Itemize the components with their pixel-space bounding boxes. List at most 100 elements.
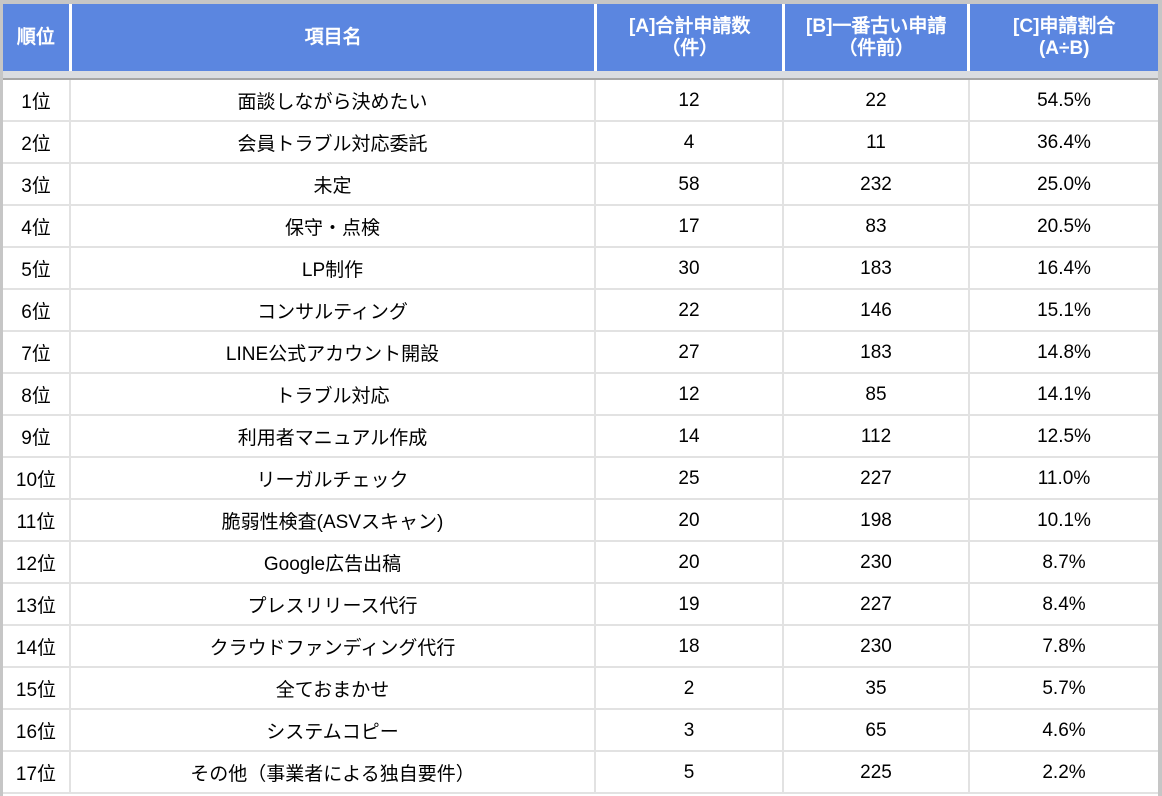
cell-request-ratio[interactable]: 12.5% [1037,425,1091,447]
cell-oldest-request[interactable]: 146 [784,290,970,330]
cell-request-ratio[interactable]: 7.8% [1042,635,1086,657]
cell-total-requests[interactable]: 58 [596,164,784,204]
cell-oldest-request[interactable]: 183 [784,248,970,288]
cell-total-requests[interactable]: 17 [596,206,784,246]
cell-request-ratio[interactable]: 2.2% [1042,761,1086,783]
cell-item-name[interactable]: 利用者マニュアル作成 [71,416,596,456]
cell-oldest-request[interactable]: 85 [784,374,970,414]
cell-item-name[interactable]: トラブル対応 [71,374,596,414]
cell-rank[interactable]: 14位 [3,626,71,666]
cell-item-name[interactable]: LINE公式アカウント開設 [71,332,596,372]
cell-request-ratio[interactable]: 8.7% [1042,551,1086,573]
cell-item-name[interactable]: 全ておまかせ [71,668,596,708]
header-cell-oldest-request[interactable]: [B]一番古い申請 （件前） [784,4,968,71]
cell-oldest-request[interactable]: 230 [784,542,970,582]
cell-total-requests[interactable]: 5 [596,752,784,792]
table-row: 4位 保守・点検 17 83 20.5% [3,206,1158,248]
cell-request-ratio[interactable]: 14.1% [1037,383,1091,405]
cell-oldest-request[interactable]: 35 [784,668,970,708]
cell-oldest-request[interactable]: 232 [784,164,970,204]
cell-item-name[interactable]: LP制作 [71,248,596,288]
table-body: 1位 面談しながら決めたい 12 22 54.5% 2位 会員トラブル対応委託 … [3,80,1158,794]
cell-request-ratio[interactable]: 25.0% [1037,173,1091,195]
cell-rank[interactable]: 7位 [3,332,71,372]
cell-rank[interactable]: 15位 [3,668,71,708]
cell-request-ratio[interactable]: 54.5% [1037,89,1091,111]
cell-total-requests[interactable]: 18 [596,626,784,666]
cell-item-name[interactable]: プレスリリース代行 [71,584,596,624]
header-cell-total-requests[interactable]: [A]合計申請数 （件） [597,4,782,71]
cell-oldest-request[interactable]: 227 [784,458,970,498]
table-row: 13位 プレスリリース代行 19 227 8.4% [3,584,1158,626]
cell-oldest-request[interactable]: 230 [784,626,970,666]
cell-rank[interactable]: 2位 [3,122,71,162]
cell-oldest-request[interactable]: 11 [784,122,970,162]
cell-total-requests[interactable]: 12 [596,80,784,120]
cell-total-requests[interactable]: 19 [596,584,784,624]
cell-rank[interactable]: 16位 [3,710,71,750]
header-cell-request-ratio[interactable]: [C]申請割合 (A÷B) [970,4,1158,71]
cell-rank[interactable]: 5位 [3,248,71,288]
cell-item-name[interactable]: コンサルティング [71,290,596,330]
table-row: 17位 その他（事業者による独自要件） 5 225 2.2% [3,752,1158,794]
cell-item-name[interactable]: 面談しながら決めたい [71,80,596,120]
header-cell-item-name[interactable]: 項目名 [71,4,595,71]
cell-total-requests[interactable]: 12 [596,374,784,414]
cell-rank[interactable]: 10位 [3,458,71,498]
cell-rank[interactable]: 6位 [3,290,71,330]
cell-total-requests[interactable]: 3 [596,710,784,750]
cell-item-name[interactable]: クラウドファンディング代行 [71,626,596,666]
cell-request-ratio[interactable]: 16.4% [1037,257,1091,279]
cell-request-ratio[interactable]: 14.8% [1037,341,1091,363]
cell-item-name[interactable]: 会員トラブル対応委託 [71,122,596,162]
cell-request-ratio[interactable]: 8.4% [1042,593,1086,615]
table-row: 5位 LP制作 30 183 16.4% [3,248,1158,290]
right-scrollbar-edge[interactable] [1158,0,1162,796]
cell-rank[interactable]: 1位 [3,80,71,120]
cell-rank[interactable]: 9位 [3,416,71,456]
cell-request-ratio[interactable]: 15.1% [1037,299,1091,321]
cell-item-name[interactable]: システムコピー [71,710,596,750]
header-cell-rank[interactable]: 順位 [3,4,69,71]
cell-total-requests[interactable]: 20 [596,542,784,582]
cell-oldest-request[interactable]: 65 [784,710,970,750]
cell-total-requests[interactable]: 2 [596,668,784,708]
cell-total-requests[interactable]: 4 [596,122,784,162]
cell-rank[interactable]: 17位 [3,752,71,792]
cell-rank[interactable]: 4位 [3,206,71,246]
frozen-row-divider-line [3,78,1158,80]
frozen-row-divider[interactable] [3,71,1158,78]
cell-rank[interactable]: 8位 [3,374,71,414]
cell-rank[interactable]: 3位 [3,164,71,204]
cell-item-name[interactable]: Google広告出稿 [71,542,596,582]
cell-total-requests[interactable]: 14 [596,416,784,456]
cell-oldest-request[interactable]: 183 [784,332,970,372]
cell-item-name[interactable]: リーガルチェック [71,458,596,498]
header-c-label-line2: (A÷B) [1038,37,1090,59]
cell-item-name[interactable]: 保守・点検 [71,206,596,246]
table-row: 1位 面談しながら決めたい 12 22 54.5% [3,80,1158,122]
cell-oldest-request[interactable]: 83 [784,206,970,246]
cell-total-requests[interactable]: 30 [596,248,784,288]
cell-total-requests[interactable]: 20 [596,500,784,540]
cell-item-name[interactable]: 未定 [71,164,596,204]
cell-rank[interactable]: 12位 [3,542,71,582]
cell-request-ratio[interactable]: 36.4% [1037,131,1091,153]
cell-total-requests[interactable]: 22 [596,290,784,330]
cell-request-ratio[interactable]: 4.6% [1042,719,1086,741]
cell-request-ratio[interactable]: 10.1% [1037,509,1091,531]
cell-request-ratio[interactable]: 11.0% [1037,467,1091,489]
cell-total-requests[interactable]: 27 [596,332,784,372]
cell-oldest-request[interactable]: 112 [784,416,970,456]
cell-request-ratio[interactable]: 5.7% [1042,677,1086,699]
cell-total-requests[interactable]: 25 [596,458,784,498]
cell-oldest-request[interactable]: 198 [784,500,970,540]
cell-item-name[interactable]: その他（事業者による独自要件） [71,752,596,792]
cell-rank[interactable]: 11位 [3,500,71,540]
cell-oldest-request[interactable]: 225 [784,752,970,792]
cell-rank[interactable]: 13位 [3,584,71,624]
cell-item-name[interactable]: 脆弱性検査(ASVスキャン) [71,500,596,540]
cell-oldest-request[interactable]: 22 [784,80,970,120]
cell-oldest-request[interactable]: 227 [784,584,970,624]
cell-request-ratio[interactable]: 20.5% [1037,215,1091,237]
